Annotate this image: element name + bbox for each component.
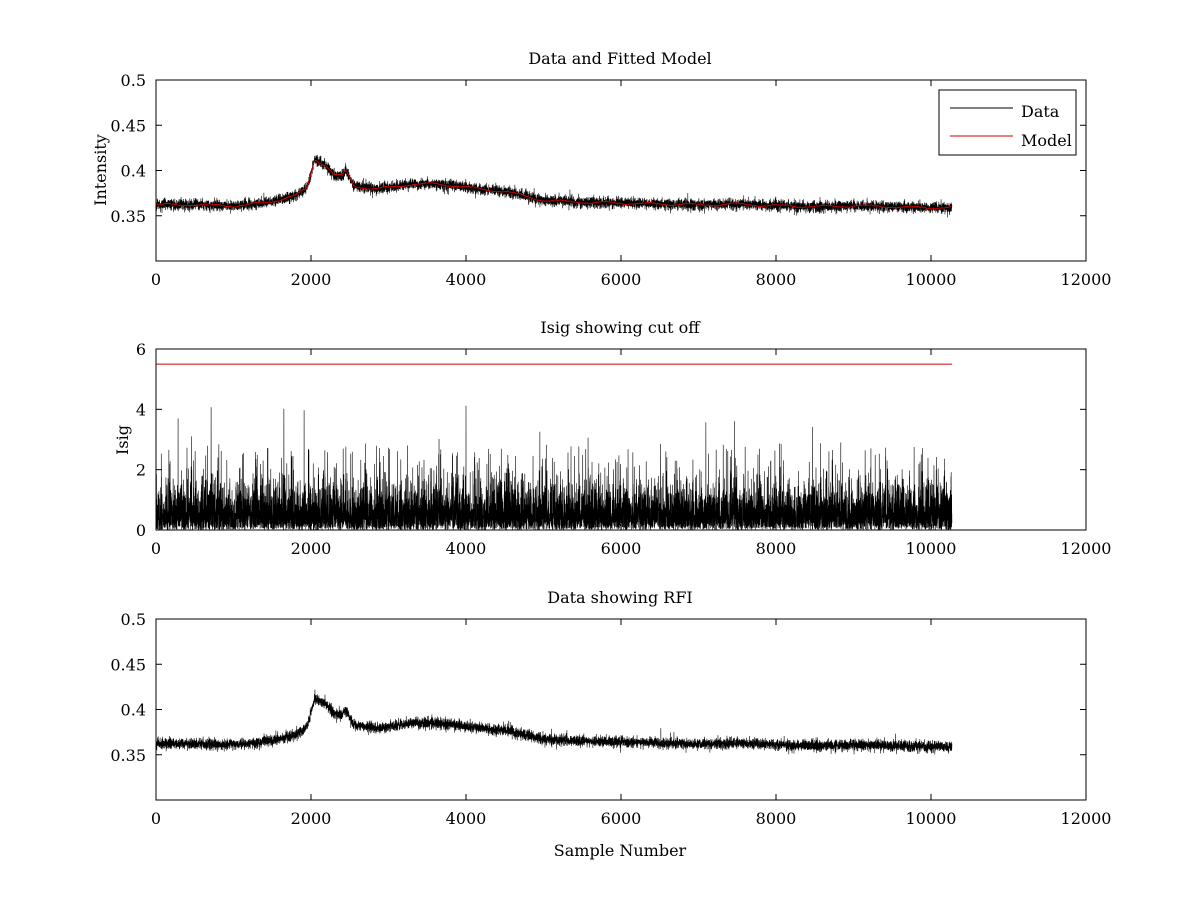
axis-ticks: 0 2000 4000 6000 8000 10000 12000 0 2 4 6 — [136, 340, 1112, 558]
x-tick-label: 8000 — [756, 539, 797, 558]
series-line-0 — [156, 689, 953, 755]
y-tick-label: 0.4 — [121, 162, 146, 181]
series-line-0 — [156, 405, 953, 530]
chart-title: Isig showing cut off — [540, 318, 701, 337]
x-tick-label: 2000 — [291, 270, 332, 289]
x-tick-label: 12000 — [1061, 270, 1112, 289]
x-tick-label: 12000 — [1061, 539, 1112, 558]
y-tick-label: 0.5 — [121, 610, 146, 629]
chart-title: Data showing RFI — [547, 588, 692, 607]
y-tick-label: 2 — [136, 461, 146, 480]
legend: Data Model — [938, 89, 1077, 156]
y-tick-label: 6 — [136, 340, 146, 359]
legend-box — [938, 89, 1077, 156]
axes-frame — [155, 618, 1087, 801]
x-axis-label: Sample Number — [554, 841, 687, 860]
y-axis-label: Isig — [113, 425, 132, 455]
y-tick-label: 0.5 — [121, 71, 146, 90]
x-tick-label: 10000 — [906, 270, 957, 289]
x-tick-label: 6000 — [601, 809, 642, 828]
y-tick-label: 0.4 — [121, 701, 146, 720]
legend-label-data: Data — [1021, 102, 1060, 121]
subplot-data-showing-rfi: Data showing RFI Sample Number 0 2000 4000… — [110, 588, 1111, 860]
subplot-isig-showing-cut-off: Isig showing cut off Isig 0 2000 4000 6000 8… — [113, 318, 1111, 558]
series-line-0 — [156, 154, 953, 218]
legend-label-model: Model — [1021, 131, 1072, 150]
series-line-1 — [156, 159, 952, 210]
x-tick-label: 0 — [151, 809, 161, 828]
x-tick-label: 2000 — [291, 539, 332, 558]
x-tick-label: 0 — [151, 270, 161, 289]
plot-area — [156, 363, 953, 530]
y-axis-label: Intensity — [91, 134, 110, 206]
x-tick-label: 0 — [151, 539, 161, 558]
x-tick-label: 6000 — [601, 539, 642, 558]
y-tick-label: 4 — [136, 400, 146, 419]
x-tick-label: 4000 — [446, 270, 487, 289]
y-tick-label: 0.45 — [110, 116, 146, 135]
axes-frame — [155, 79, 1087, 262]
x-tick-label: 2000 — [291, 809, 332, 828]
x-tick-label: 8000 — [756, 270, 797, 289]
plot-area — [156, 689, 953, 755]
x-tick-label: 4000 — [446, 809, 487, 828]
x-tick-label: 8000 — [756, 809, 797, 828]
y-tick-label: 0 — [136, 521, 146, 540]
axes-frame — [155, 348, 1087, 531]
x-tick-label: 6000 — [601, 270, 642, 289]
subplot-data-and-fitted-model: Data and Fitted Model Intensity 0 2000 400… — [91, 49, 1111, 289]
x-tick-label: 10000 — [906, 539, 957, 558]
axis-ticks: 0 2000 4000 6000 8000 10000 12000 0.35 0.4 0.45 0.… — [110, 610, 1111, 828]
x-tick-label: 4000 — [446, 539, 487, 558]
y-tick-label: 0.35 — [110, 746, 146, 765]
x-tick-label: 10000 — [906, 809, 957, 828]
y-tick-label: 0.45 — [110, 655, 146, 674]
axis-ticks: 0 2000 4000 6000 8000 10000 12000 0.35 0.4 0.45 0.… — [110, 71, 1111, 289]
x-tick-label: 12000 — [1061, 809, 1112, 828]
plot-area — [156, 154, 953, 218]
y-tick-label: 0.35 — [110, 207, 146, 226]
chart-title: Data and Fitted Model — [528, 49, 711, 68]
